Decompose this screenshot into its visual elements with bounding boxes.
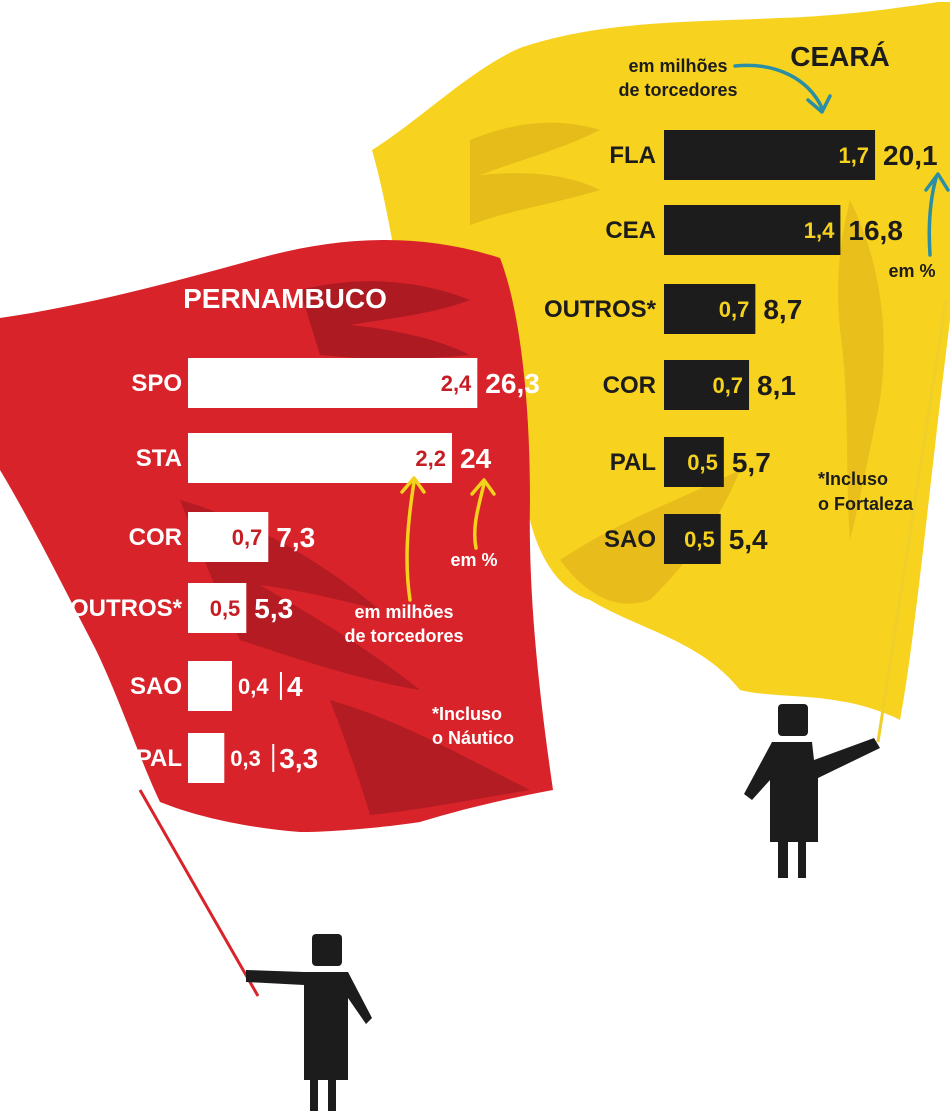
pe-percent-label: 26,3 (485, 368, 540, 399)
ce-percent-label: 8,1 (757, 370, 796, 401)
ce-bar (664, 205, 841, 255)
ceara-flag (372, 2, 950, 743)
pe-percent-label: 24 (460, 443, 492, 474)
ceara-chart: CEARÁ FLA 1,7 20,1 CEA 1,4 16,8 OUTROS* 0,7 8,7 CO… (544, 41, 950, 564)
ce-percent-label: 5,4 (729, 524, 768, 555)
person-left (246, 934, 372, 1111)
pe-millions-note: em milhões (354, 602, 453, 622)
ce-title: CEARÁ (790, 41, 890, 72)
pe-category-label: OUTROS* (70, 595, 183, 622)
ce-millions-label: 1,4 (804, 218, 835, 243)
pe-footnote: o Náutico (432, 728, 514, 748)
ce-percent-label: 8,7 (763, 294, 802, 325)
pe-footnote: *Incluso (432, 704, 502, 724)
ce-bar (664, 130, 876, 180)
ce-millions-label: 0,7 (712, 373, 743, 398)
ceara-flag-shade-3 (838, 200, 884, 540)
ce-category-label: SAO (604, 526, 656, 553)
ceara-flag-pole (876, 299, 948, 743)
pe-millions-label: 2,2 (415, 446, 446, 471)
ce-percent-note: em % (888, 261, 935, 281)
pe-category-label: COR (129, 524, 182, 551)
pe-bar (188, 733, 225, 783)
ce-category-label: OUTROS* (544, 296, 657, 323)
pernambuco-chart: PERNAMBUCO SPO 2,4 26,3 STA 2,2 24 COR 0,7 7,3 OUT… (70, 283, 540, 783)
pe-percent-note: em % (450, 550, 497, 570)
ce-millions-label: 0,5 (684, 527, 715, 552)
ce-bar (664, 514, 721, 564)
ce-footnote: *Incluso (818, 469, 888, 489)
ce-percent-label: 16,8 (848, 215, 903, 246)
pe-millions-label: 0,7 (232, 525, 263, 550)
ce-millions-label: 1,7 (838, 143, 869, 168)
pe-percent-label: 4 (287, 671, 303, 702)
ce-category-label: PAL (610, 449, 656, 476)
pe-title: PERNAMBUCO (183, 283, 387, 314)
ce-percent-label: 5,7 (732, 447, 771, 478)
ce-arrow (924, 172, 950, 257)
pernambuco-flag-shade-3 (330, 700, 530, 815)
pe-percent-label: 3,3 (279, 743, 318, 774)
ceara-flag-shade-2 (560, 470, 740, 604)
pe-category-label: PAL (136, 745, 182, 772)
pe-millions-note: de torcedores (344, 626, 463, 646)
pernambuco-flag-shade-1 (300, 281, 470, 359)
pe-millions-label: 0,3 (230, 746, 261, 771)
pe-bar (188, 661, 232, 711)
pe-bar (188, 512, 269, 562)
ce-percent-label: 20,1 (883, 140, 938, 171)
person-right (744, 704, 880, 878)
ce-millions-label: 0,5 (687, 450, 718, 475)
pe-millions-label: 0,5 (210, 596, 241, 621)
pe-percent-label: 7,3 (276, 522, 315, 553)
ce-category-label: COR (603, 372, 656, 399)
pe-category-label: STA (136, 445, 182, 472)
pe-arrow (400, 476, 426, 602)
pe-category-label: SPO (131, 370, 182, 397)
pe-millions-label: 0,4 (238, 674, 269, 699)
pe-bar (188, 433, 452, 483)
ceara-flag-shade-1 (470, 122, 600, 225)
ce-bar (664, 437, 724, 487)
ce-arrow (733, 63, 832, 114)
ce-millions-label: 0,7 (719, 297, 750, 322)
pernambuco-flag-pole (138, 789, 260, 997)
ce-category-label: CEA (605, 217, 656, 244)
ce-category-label: FLA (609, 142, 656, 169)
ce-footnote: o Fortaleza (818, 494, 914, 514)
pe-bar (188, 583, 247, 633)
pe-millions-label: 2,4 (441, 371, 472, 396)
ce-millions-note: de torcedores (618, 80, 737, 100)
pe-bar (188, 358, 478, 408)
pe-arrow (470, 478, 496, 550)
pe-percent-label: 5,3 (254, 593, 293, 624)
ce-bar (664, 360, 750, 410)
ce-bar (664, 284, 756, 334)
pe-category-label: SAO (130, 673, 182, 700)
ce-millions-note: em milhões (628, 56, 727, 76)
